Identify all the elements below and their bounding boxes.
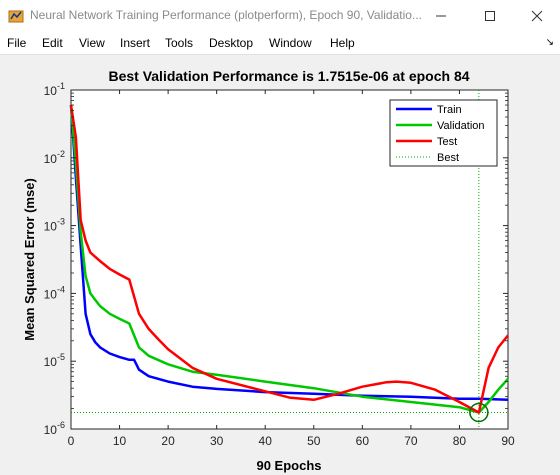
minimize-icon[interactable] [418,0,464,32]
x-tick-label: 80 [453,434,467,448]
y-tick-label: 10-2 [44,149,65,166]
x-axis-label: 90 Epochs [256,458,321,473]
y-tick-label: 10-3 [44,217,65,234]
menu-desktop[interactable]: Desktop [209,36,254,50]
series-validation-line [69,104,509,414]
window-title: Neural Network Training Performance (plo… [30,8,422,22]
legend-label-train: Train [437,104,462,116]
chart-title: Best Validation Performance is 1.7515e-0… [108,68,469,84]
x-tick-label: 10 [113,434,127,448]
x-tick-label: 70 [404,434,418,448]
figure-area: Best Validation Performance is 1.7515e-0… [0,55,560,475]
x-tick-label: 90 [501,434,515,448]
y-tick-label: 10-5 [44,352,65,369]
best-marker [469,402,489,423]
y-tick-label: 10-4 [44,284,65,301]
legend-label-validation: Validation [437,120,485,132]
x-tick-label: 20 [161,434,175,448]
legend-box [389,99,498,167]
menu-tools[interactable]: Tools [165,36,194,50]
y-tick-label: 10-6 [44,420,65,437]
series-layer [69,90,509,429]
maximize-icon[interactable] [467,0,513,32]
menu-bar: File Edit View Insert Tools Desktop Wind… [0,32,560,55]
close-icon[interactable] [514,0,560,32]
menu-view[interactable]: View [79,36,105,50]
menu-help[interactable]: Help [330,36,355,50]
performance-chart: Best Validation Performance is 1.7515e-0… [22,68,515,473]
x-tick-label: 50 [307,434,321,448]
window-title-bar[interactable]: Neural Network Training Performance (plo… [0,0,560,32]
legend-label-test: Test [437,136,457,148]
menu-insert[interactable]: Insert [120,36,151,50]
legend-label-best: Best [437,152,459,164]
menu-window[interactable]: Window [269,36,312,50]
matlab-figure-icon [8,10,24,23]
series-test-line [69,104,509,414]
y-axis-label: Mean Squared Error (mse) [22,178,37,341]
x-tick-label: 60 [356,434,370,448]
axes-ticks: 0 10 20 30 40 50 60 70 80 90 10-6 10-5 10-4 10-3 10-2 1… [44,81,515,448]
x-tick-label: 40 [259,434,273,448]
dock-arrow-icon[interactable]: ↘ [545,37,554,48]
menu-file[interactable]: File [7,36,27,50]
legend[interactable]: Train Validation Test Best [389,99,498,167]
y-tick-label: 10-1 [44,81,65,98]
x-tick-label: 30 [210,434,224,448]
menu-edit[interactable]: Edit [42,36,63,50]
series-train-line [69,104,509,402]
x-tick-label: 0 [68,434,75,448]
